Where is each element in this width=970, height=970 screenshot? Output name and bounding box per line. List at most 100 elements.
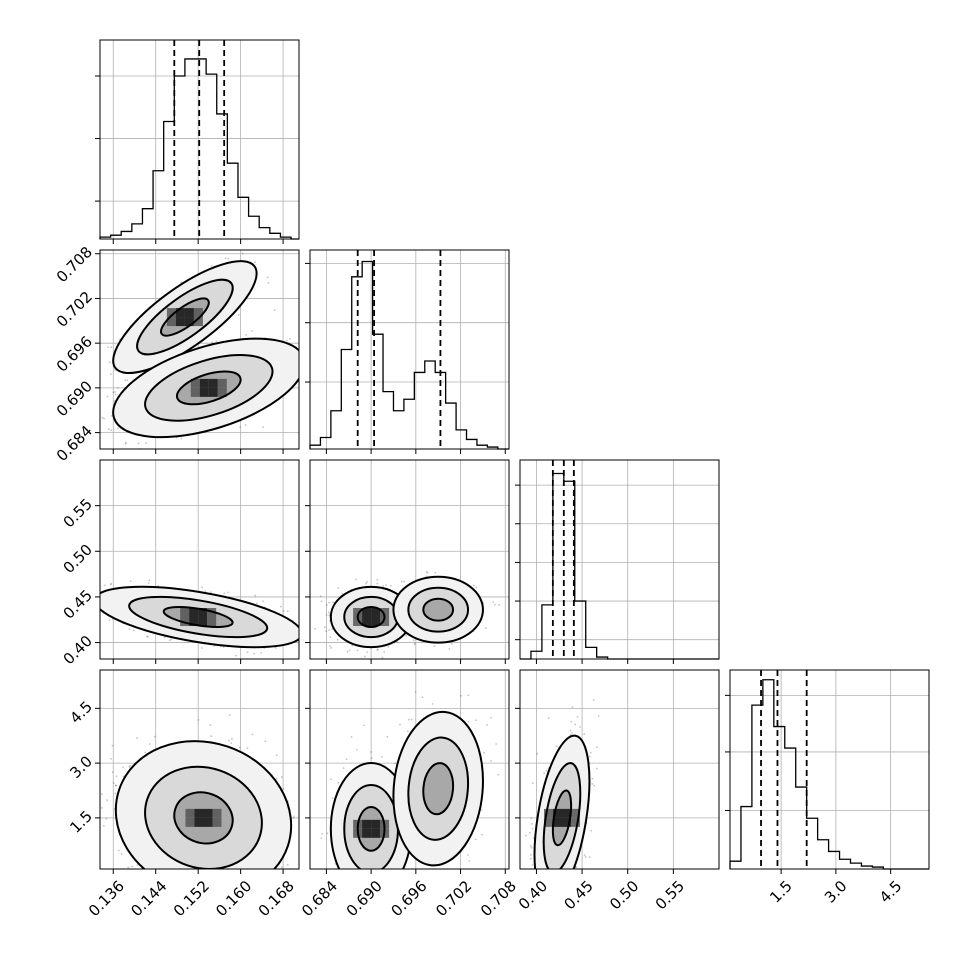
scatter-point [166,877,168,879]
scatter-point [148,579,151,582]
scatter-point [328,629,331,631]
density-pixel [198,617,208,627]
scatter-point [96,815,98,817]
scatter-point [131,865,133,868]
contour-line [392,575,484,644]
scatter-point [235,654,237,657]
scatter-point [450,642,453,645]
density-pixel [184,308,194,318]
scatter-point [144,751,147,754]
scatter-point [387,660,389,662]
scatter-point [264,740,267,743]
scatter-point [286,339,288,342]
scatter-point [238,746,241,749]
scatter-point [365,582,368,585]
contour-line [112,337,299,439]
scatter-point [105,817,108,820]
scatter-point [172,890,174,892]
scatter-point [197,719,200,721]
scatter-point [320,600,323,603]
scatter-point [210,735,213,738]
scatter-point [341,592,344,595]
density-panel-0-1 [98,249,329,450]
scatter-point [137,442,140,445]
scatter-point [112,391,115,394]
scatter-point [106,395,109,398]
density-pixel [180,608,190,618]
scatter-point [211,874,213,876]
scatter-point [355,578,358,581]
scatter-point [253,652,256,655]
scatter-point [114,393,117,396]
scatter-point [426,571,429,574]
density-panel-1-2 [309,459,510,662]
scatter-point [224,257,227,260]
scatter-point [110,582,113,585]
scatter-point [308,634,310,636]
scatter-point [271,879,273,881]
scatter-point [273,309,276,311]
scatter-point [228,714,231,717]
scatter-point [331,628,334,631]
scatter-point [356,649,359,652]
scatter-point [176,884,178,886]
scatter-point [484,627,487,630]
scatter-point [307,643,309,645]
scatter-point [116,427,119,430]
scatter-point [124,442,127,445]
contour-line [356,605,386,629]
scatter-point [215,340,218,343]
scatter-point [413,643,416,646]
density-pixel [207,617,217,627]
scatter-point [328,601,330,604]
scatter-point [385,584,387,586]
scatter-point [108,618,111,621]
panel-frame [99,39,300,240]
scatter-point [126,379,129,382]
scatter-point [325,630,328,633]
scatter-point [110,346,113,349]
scatter-point [262,426,264,429]
scatter-point [98,421,100,423]
scatter-point [434,571,437,574]
scatter-point [396,641,399,644]
scatter-point [150,877,152,879]
scatter-point [95,831,97,833]
scatter-point [111,744,114,747]
scatter-point [327,611,330,614]
scatter-point [448,647,451,650]
density-pixel [217,387,227,397]
scatter-point [116,386,119,389]
scatter-point [337,587,340,589]
scatter-point [494,603,496,606]
scatter-point [280,776,283,778]
scatter-point [403,580,406,583]
density-pixel [199,378,209,388]
scatter-point [319,595,322,598]
scatter-point [246,651,249,653]
scatter-point [289,337,291,340]
density-pixel [371,617,381,627]
scatter-point [96,797,98,799]
density-pixel [217,378,227,388]
scatter-point [249,879,251,881]
scatter-point [327,359,329,361]
scatter-point [381,656,384,659]
scatter-point [227,739,230,742]
density-pixel [189,617,199,627]
scatter-point [164,872,166,874]
scatter-point [346,650,349,653]
scatter-point [400,580,403,583]
panel-frame [99,459,300,660]
density-pixel [380,608,390,618]
density-pixel [189,608,199,618]
scatter-point [139,886,141,888]
scatter-point [376,582,379,585]
contour-line [136,278,234,356]
scatter-point [382,585,385,587]
scatter-point [413,642,416,645]
density-pixel [175,308,185,318]
density-panel-0-3 [95,669,300,892]
scatter-point [292,817,295,819]
